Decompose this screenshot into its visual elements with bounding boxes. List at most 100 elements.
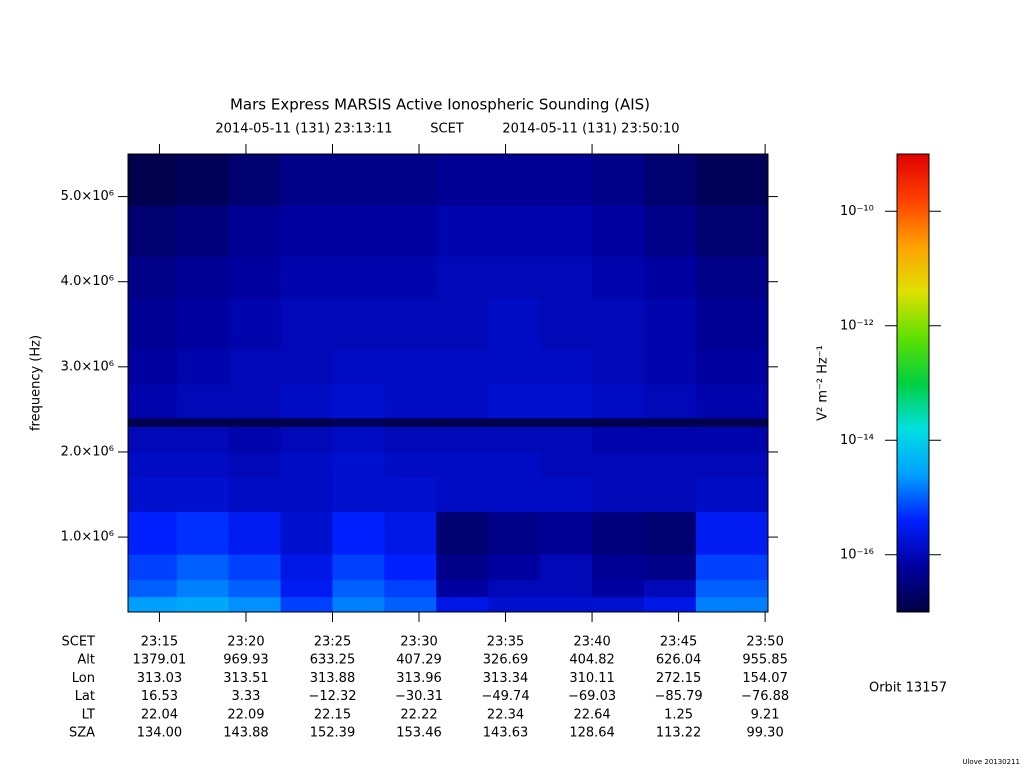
x-tick-label: 23:35	[487, 635, 524, 650]
spectrogram-cell	[436, 298, 489, 351]
spectrogram-cell	[695, 298, 769, 351]
spectrogram-cell	[176, 383, 230, 419]
spectrogram-cell	[280, 596, 333, 613]
spectrogram-cell	[643, 511, 697, 555]
spectrogram-cell	[436, 451, 489, 478]
spectrogram-cell	[540, 349, 593, 385]
spectrogram-cell	[436, 349, 489, 385]
spectrogram-cell	[643, 349, 697, 385]
spectrogram-cell	[176, 349, 230, 385]
colorbar	[896, 153, 930, 613]
spectrogram-cell	[384, 477, 437, 513]
ephemeris-value: 22.09	[227, 707, 264, 722]
spectrogram-cell	[332, 596, 385, 613]
spectrogram-cell	[332, 383, 385, 419]
spectrogram-cell	[643, 298, 697, 351]
ephemeris-value: 22.34	[487, 707, 524, 722]
spectrogram-cell	[176, 554, 230, 581]
colorbar-tick-label: 10⁻¹⁴	[840, 433, 874, 448]
spectrogram-cell	[176, 511, 230, 555]
ephemeris-value: 22.15	[314, 707, 351, 722]
spectrogram-cell	[280, 417, 333, 427]
spectrogram-cell	[176, 596, 230, 613]
spectrogram-cell	[488, 554, 541, 581]
ephemeris-value: 313.03	[137, 671, 183, 686]
ephemeris-value: −69.03	[568, 689, 616, 704]
spectrogram-cell	[384, 554, 437, 581]
ephemeris-value: 113.22	[656, 726, 702, 741]
ephemeris-value: 128.64	[569, 726, 615, 741]
spectrogram-cell	[436, 383, 489, 419]
spectrogram-cell	[695, 205, 769, 257]
spectrogram-cell	[280, 256, 333, 300]
spectrogram-cell	[540, 579, 593, 598]
spectrogram-cell	[332, 554, 385, 581]
y-tick-label: 4.0×10⁶	[61, 274, 114, 289]
spectrogram-cell	[436, 417, 489, 427]
y-axis-label: frequency (Hz)	[29, 335, 44, 431]
spectrogram-cell	[128, 298, 178, 351]
spectrogram-cell	[592, 579, 645, 598]
spectrogram-cell	[280, 554, 333, 581]
ephemeris-value: 9.21	[751, 707, 780, 722]
ephemeris-value: 969.93	[223, 653, 269, 668]
spectrogram-cell	[384, 596, 437, 613]
spectrogram-cell	[384, 426, 437, 453]
spectrogram-cell	[280, 451, 333, 478]
x-tick-label: 23:30	[400, 635, 437, 650]
ephemeris-value: 22.22	[400, 707, 437, 722]
spectrogram-cell	[540, 511, 593, 555]
ephemeris-value: 313.88	[310, 671, 356, 686]
ephemeris-value: 633.25	[310, 653, 356, 668]
spectrogram-cell	[280, 383, 333, 419]
spectrogram-cell	[228, 349, 282, 385]
spectrogram-cell	[128, 579, 178, 598]
spectrogram-cell	[592, 554, 645, 581]
spectrogram-cell	[332, 298, 385, 351]
spectrogram-cell	[332, 417, 385, 427]
spectrogram-cell	[488, 256, 541, 300]
spectrogram-cell	[332, 426, 385, 453]
spectrogram-cell	[540, 554, 593, 581]
spectrogram-cell	[488, 451, 541, 478]
spectrogram-cell	[332, 477, 385, 513]
spectrogram-cell	[436, 154, 489, 206]
colorbar-tick-label: 10⁻¹⁶	[840, 547, 874, 562]
spectrogram-cell	[488, 579, 541, 598]
spectrogram-cell	[332, 349, 385, 385]
spectrogram-cell	[643, 256, 697, 300]
ephemeris-value: 310.11	[569, 671, 615, 686]
spectrogram-cell	[128, 596, 178, 613]
spectrogram-cell	[540, 426, 593, 453]
spectrogram-cell	[176, 256, 230, 300]
colorbar-tick-label: 10⁻¹⁰	[840, 204, 874, 219]
spectrogram-cell	[592, 596, 645, 613]
spectrogram-cell	[228, 154, 282, 206]
spectrogram-cell	[540, 205, 593, 257]
plot-frame	[127, 153, 769, 613]
spectrogram-cell	[128, 154, 178, 206]
spectrogram-cell	[592, 417, 645, 427]
spectrogram-cell	[643, 477, 697, 513]
spectrogram-cell	[128, 477, 178, 513]
spectrogram-cell	[280, 205, 333, 257]
spectrogram-cell	[695, 383, 769, 419]
spectrogram-cell	[643, 205, 697, 257]
ephemeris-value: 272.15	[656, 671, 702, 686]
spectrogram-cell	[436, 205, 489, 257]
subtitle-end: 2014-05-11 (131) 23:50:10	[502, 122, 679, 137]
spectrogram-cell	[280, 349, 333, 385]
spectrogram-cell	[332, 205, 385, 257]
ephemeris-row-label: Lat	[75, 689, 95, 704]
x-tick-label: 23:50	[746, 635, 783, 650]
spectrogram-cell	[540, 256, 593, 300]
spectrogram-cell	[228, 511, 282, 555]
y-tick-label: 1.0×10⁶	[61, 530, 114, 545]
ephemeris-value: 152.39	[310, 726, 356, 741]
spectrogram-cell	[228, 256, 282, 300]
spectrogram-cell	[384, 205, 437, 257]
spectrogram-cell	[436, 554, 489, 581]
colorbar-tick-label: 10⁻¹²	[840, 318, 874, 333]
spectrogram-cell	[128, 349, 178, 385]
